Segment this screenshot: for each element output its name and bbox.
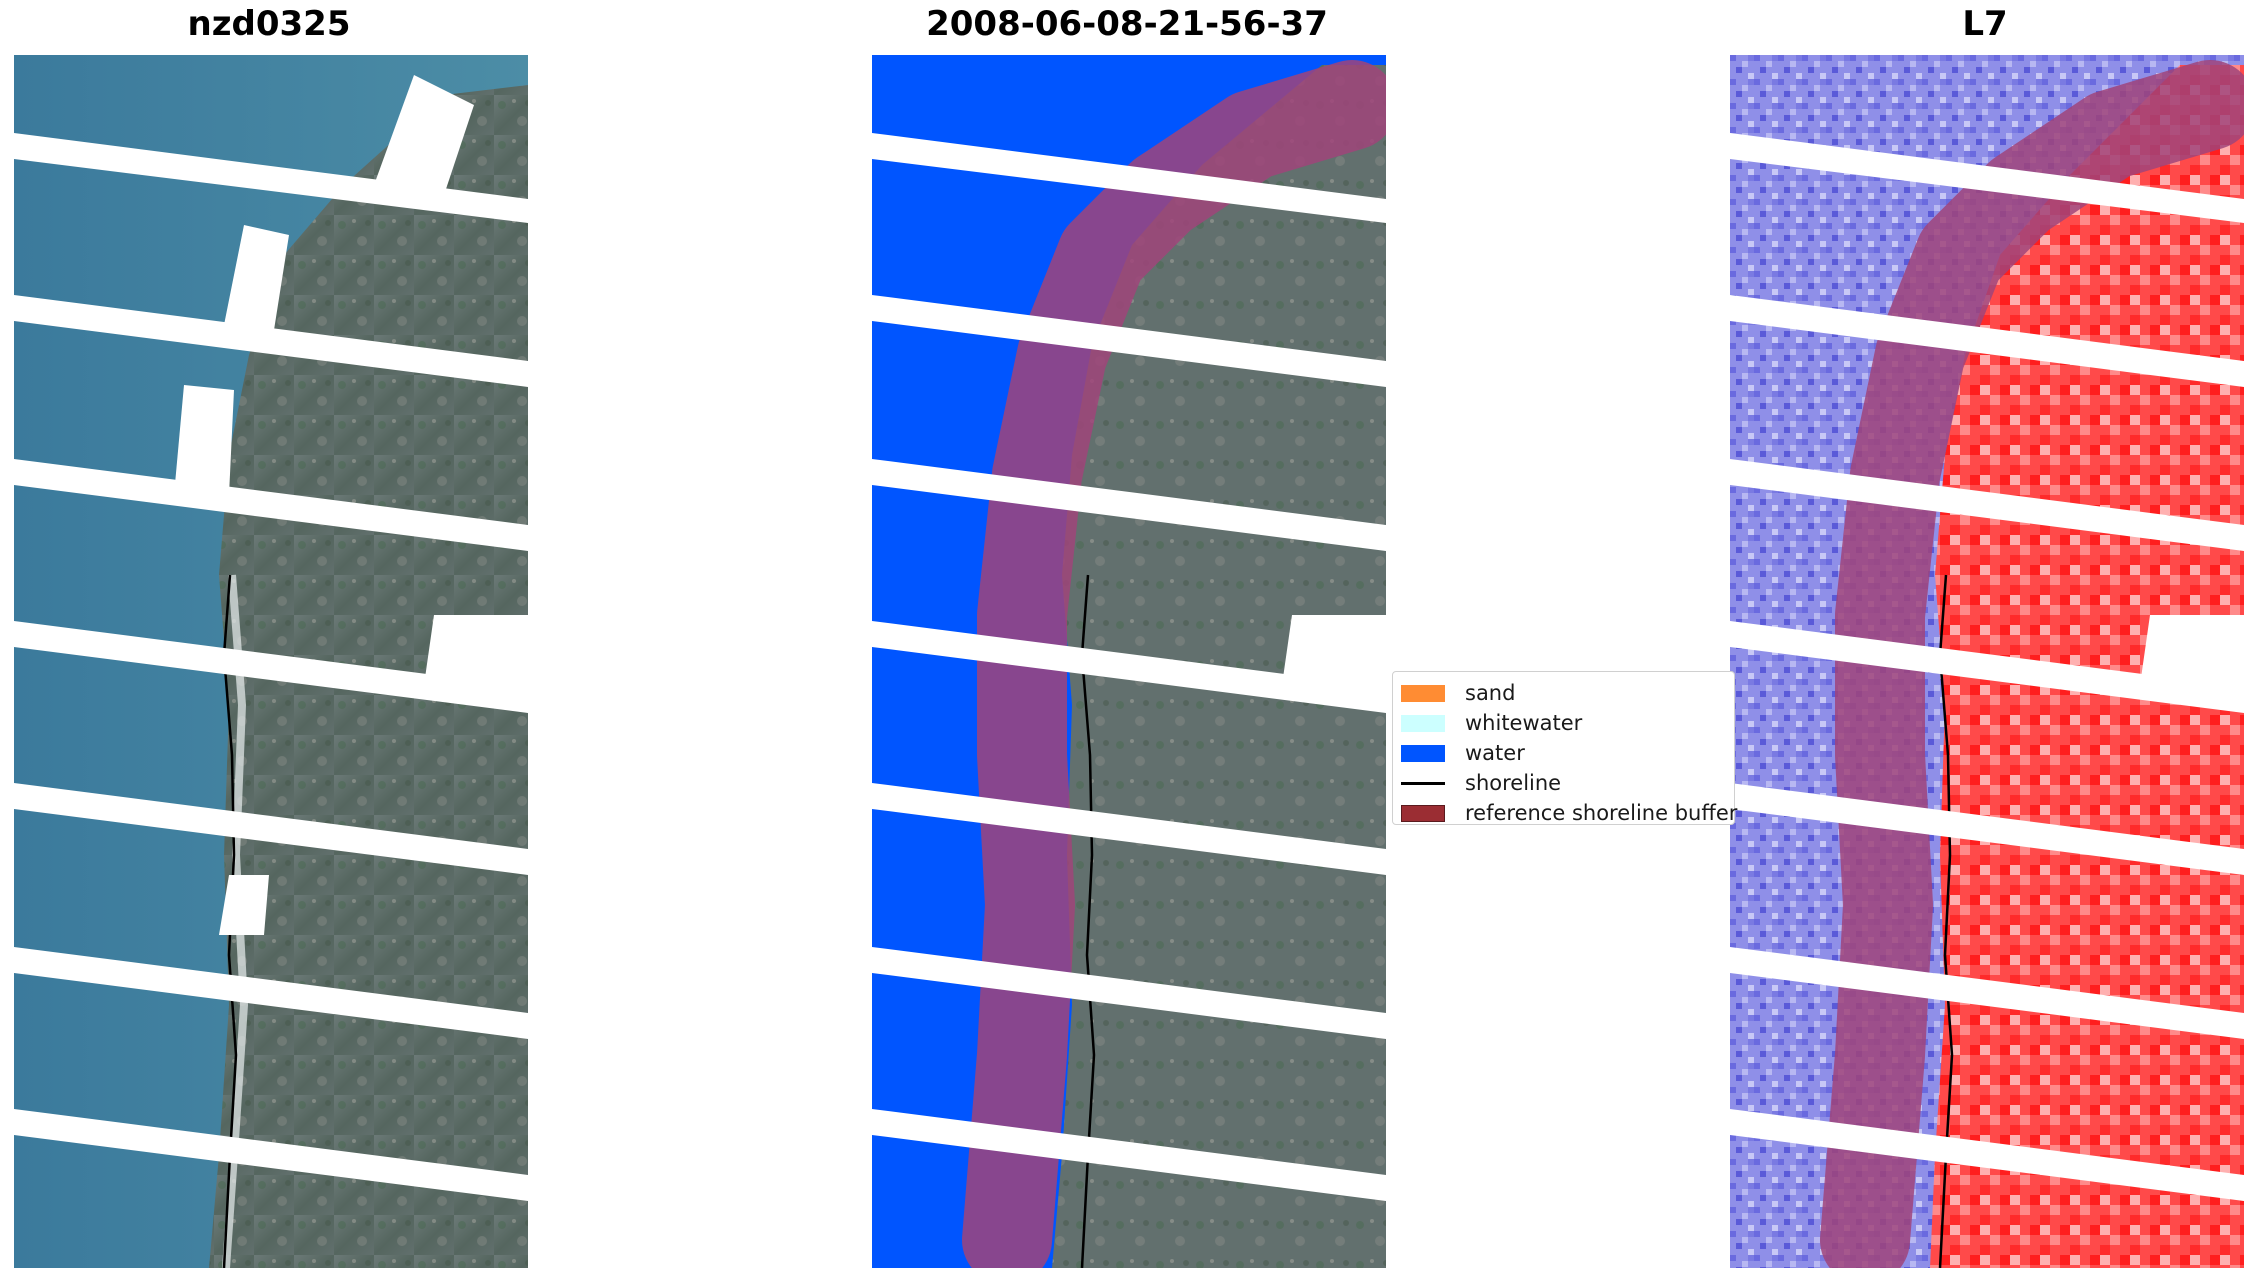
index-image-panel — [1730, 55, 2244, 1268]
panel-title-left: nzd0325 — [187, 4, 351, 44]
legend-item-whitewater: whitewater — [1401, 708, 1726, 738]
rgb-image — [14, 55, 528, 1268]
legend-label: sand — [1465, 681, 1516, 705]
whitewater-swatch — [1401, 714, 1445, 732]
shoreline-line-swatch — [1401, 781, 1445, 785]
legend-item-water: water — [1401, 738, 1726, 768]
classified-image — [872, 55, 1386, 1268]
index-image — [1730, 55, 2244, 1268]
legend-item-shoreline: shoreline — [1401, 768, 1726, 798]
buffer-swatch — [1401, 804, 1445, 822]
legend: sand whitewater water shoreline referenc… — [1392, 671, 1737, 828]
legend-item-reference-buffer: reference shoreline buffer — [1401, 798, 1737, 828]
legend-label: whitewater — [1465, 711, 1583, 735]
legend-item-sand: sand — [1401, 678, 1726, 708]
panel-title-center: 2008-06-08-21-56-37 — [926, 4, 1328, 44]
rgb-image-panel — [14, 55, 528, 1268]
water-swatch — [1401, 744, 1445, 762]
classified-image-panel — [872, 55, 1386, 1268]
legend-label: shoreline — [1465, 771, 1562, 795]
panel-title-right: L7 — [1962, 4, 2008, 44]
legend-label: water — [1465, 741, 1525, 765]
sand-swatch — [1401, 684, 1445, 702]
legend-label: reference shoreline buffer — [1465, 801, 1738, 825]
